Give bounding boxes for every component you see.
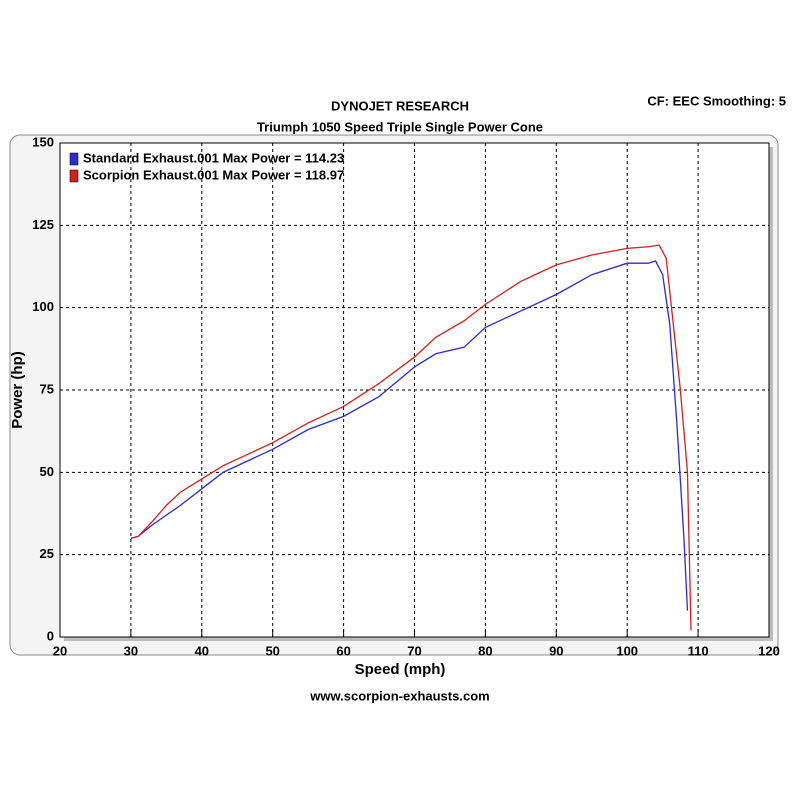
series-line xyxy=(130,260,689,611)
x-tick-label: 60 xyxy=(336,643,350,658)
chart-subtitle: Triumph 1050 Speed Triple Single Power C… xyxy=(257,119,543,134)
series-line xyxy=(130,244,692,631)
legend-swatch xyxy=(69,169,79,183)
y-tick-label: 150 xyxy=(32,134,54,149)
y-axis-label: Power (hp) xyxy=(9,351,26,429)
footer: www.scorpion-exhausts.com xyxy=(309,688,489,703)
annotation: CF: EEC Smoothing: 5 xyxy=(647,93,786,108)
legend-swatch xyxy=(69,152,79,166)
x-axis-label: Speed (mph) xyxy=(355,661,446,678)
x-tick-label: 110 xyxy=(688,643,709,658)
y-tick-label: 125 xyxy=(32,217,54,232)
x-tick-label: 30 xyxy=(124,643,138,658)
legend-entry: Standard Exhaust.001 Max Power = 114.23 xyxy=(83,150,344,165)
y-tick-label: 25 xyxy=(40,546,54,561)
x-tick-label: 50 xyxy=(265,643,279,658)
y-tick-label: 0 xyxy=(47,628,54,643)
y-tick-label: 50 xyxy=(40,464,54,479)
chart-title: DYNOJET RESEARCH xyxy=(331,98,469,113)
x-tick-label: 90 xyxy=(549,643,563,658)
x-tick-label: 100 xyxy=(616,643,638,658)
legend-entry: Scorpion Exhaust.001 Max Power = 118.97 xyxy=(83,167,344,182)
x-tick-label: 40 xyxy=(195,643,209,658)
y-tick-label: 100 xyxy=(32,299,54,314)
x-tick-label: 80 xyxy=(478,643,492,658)
x-tick-label: 120 xyxy=(758,643,780,658)
y-tick-label: 75 xyxy=(40,381,54,396)
x-tick-label: 20 xyxy=(53,643,67,658)
x-tick-label: 70 xyxy=(407,643,421,658)
